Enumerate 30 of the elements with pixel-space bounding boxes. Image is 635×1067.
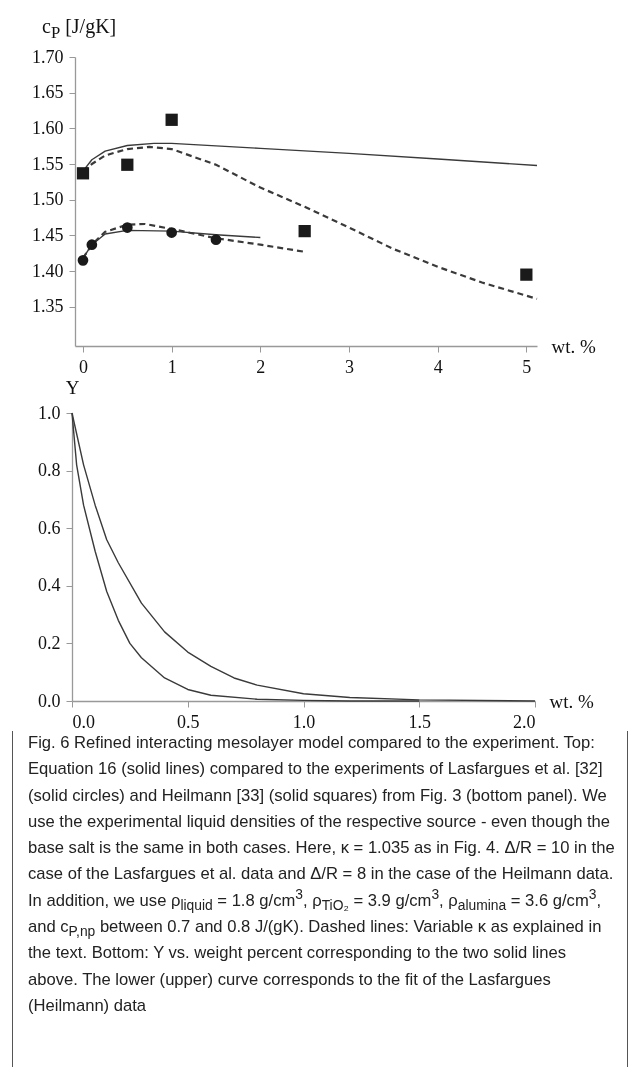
x-tick-label: 5 xyxy=(522,356,532,377)
y-tick-label: 0.6 xyxy=(38,517,61,538)
x-axis-title: wt. % xyxy=(551,335,596,357)
x-tick-label: 0.5 xyxy=(177,711,200,732)
y-tick-label: 1.70 xyxy=(32,46,64,67)
y-tick-label: 0.4 xyxy=(38,575,61,596)
y-tick-label: 0.2 xyxy=(38,632,61,653)
y-tick-label: 1.45 xyxy=(32,224,64,245)
y-tick-label: 1.65 xyxy=(32,82,64,103)
y-tick-label: 1.50 xyxy=(32,189,64,210)
y-tick-label: 1.35 xyxy=(32,296,64,317)
x-tick-label: 0.0 xyxy=(72,711,95,732)
y-tick-label: 1.60 xyxy=(32,117,64,138)
y-tick-label: 1.55 xyxy=(32,153,64,174)
y-tick-label: 1.40 xyxy=(32,260,64,281)
x-tick-label: 3 xyxy=(345,356,355,377)
x-tick-label: 1.0 xyxy=(292,711,316,732)
y-axis-title: Y xyxy=(65,376,80,398)
y-axis-title: c$_{P}$ [J/gK] xyxy=(42,15,117,43)
text: Fig. 6 Refined interacting mesolayer model compared to the experiment. Top: Equation 16 (solid lines) compared to the experiments of Lasfargues et al. [32] (solid circles) and Heilmann [33] (solid squares) from Fig. 3 (bottom panel). We use the experimental liquid densities of the respective source - even though the base salt is the same in both cases. Here, κ = 1.035 as in Fig. 4. Δ/R = 10 in the case of the Lasfargues et al. data and Δ/R = 8 in the case of the Heilmann data. In addition, we use ρ$_{liquid}$ = 1.8 g/cm$^{3}$, ρ$_{TiO₂}$ = 3.9 g/cm$^{3}$, ρ$_{alumina}$ = 3.6 g/cm$^{3}$, and c$_{P,np}$ between 0.7 and 0.8 J/(gK). Dashed lines: Variable κ as explained in the text. Bottom: Y vs. weight percent corresponding to the two solid lines above. The lower (upper) curve corresponds to the fit of the Lasfargues (Heilmann) data xyxy=(28,733,615,1015)
x-tick-label: 1 xyxy=(167,356,177,377)
y-tick-label: 1.0 xyxy=(38,402,61,423)
x-tick-label: 4 xyxy=(433,356,443,377)
x-tick-label: 2 xyxy=(256,356,266,377)
x-axis-title: wt. % xyxy=(549,690,594,712)
y-tick-label: 0.8 xyxy=(38,460,61,481)
x-tick-label: 2.0 xyxy=(513,711,536,732)
x-tick-label: 0 xyxy=(78,356,88,377)
x-tick-label: 1.5 xyxy=(408,711,431,732)
y-tick-label: 0.0 xyxy=(38,690,61,711)
